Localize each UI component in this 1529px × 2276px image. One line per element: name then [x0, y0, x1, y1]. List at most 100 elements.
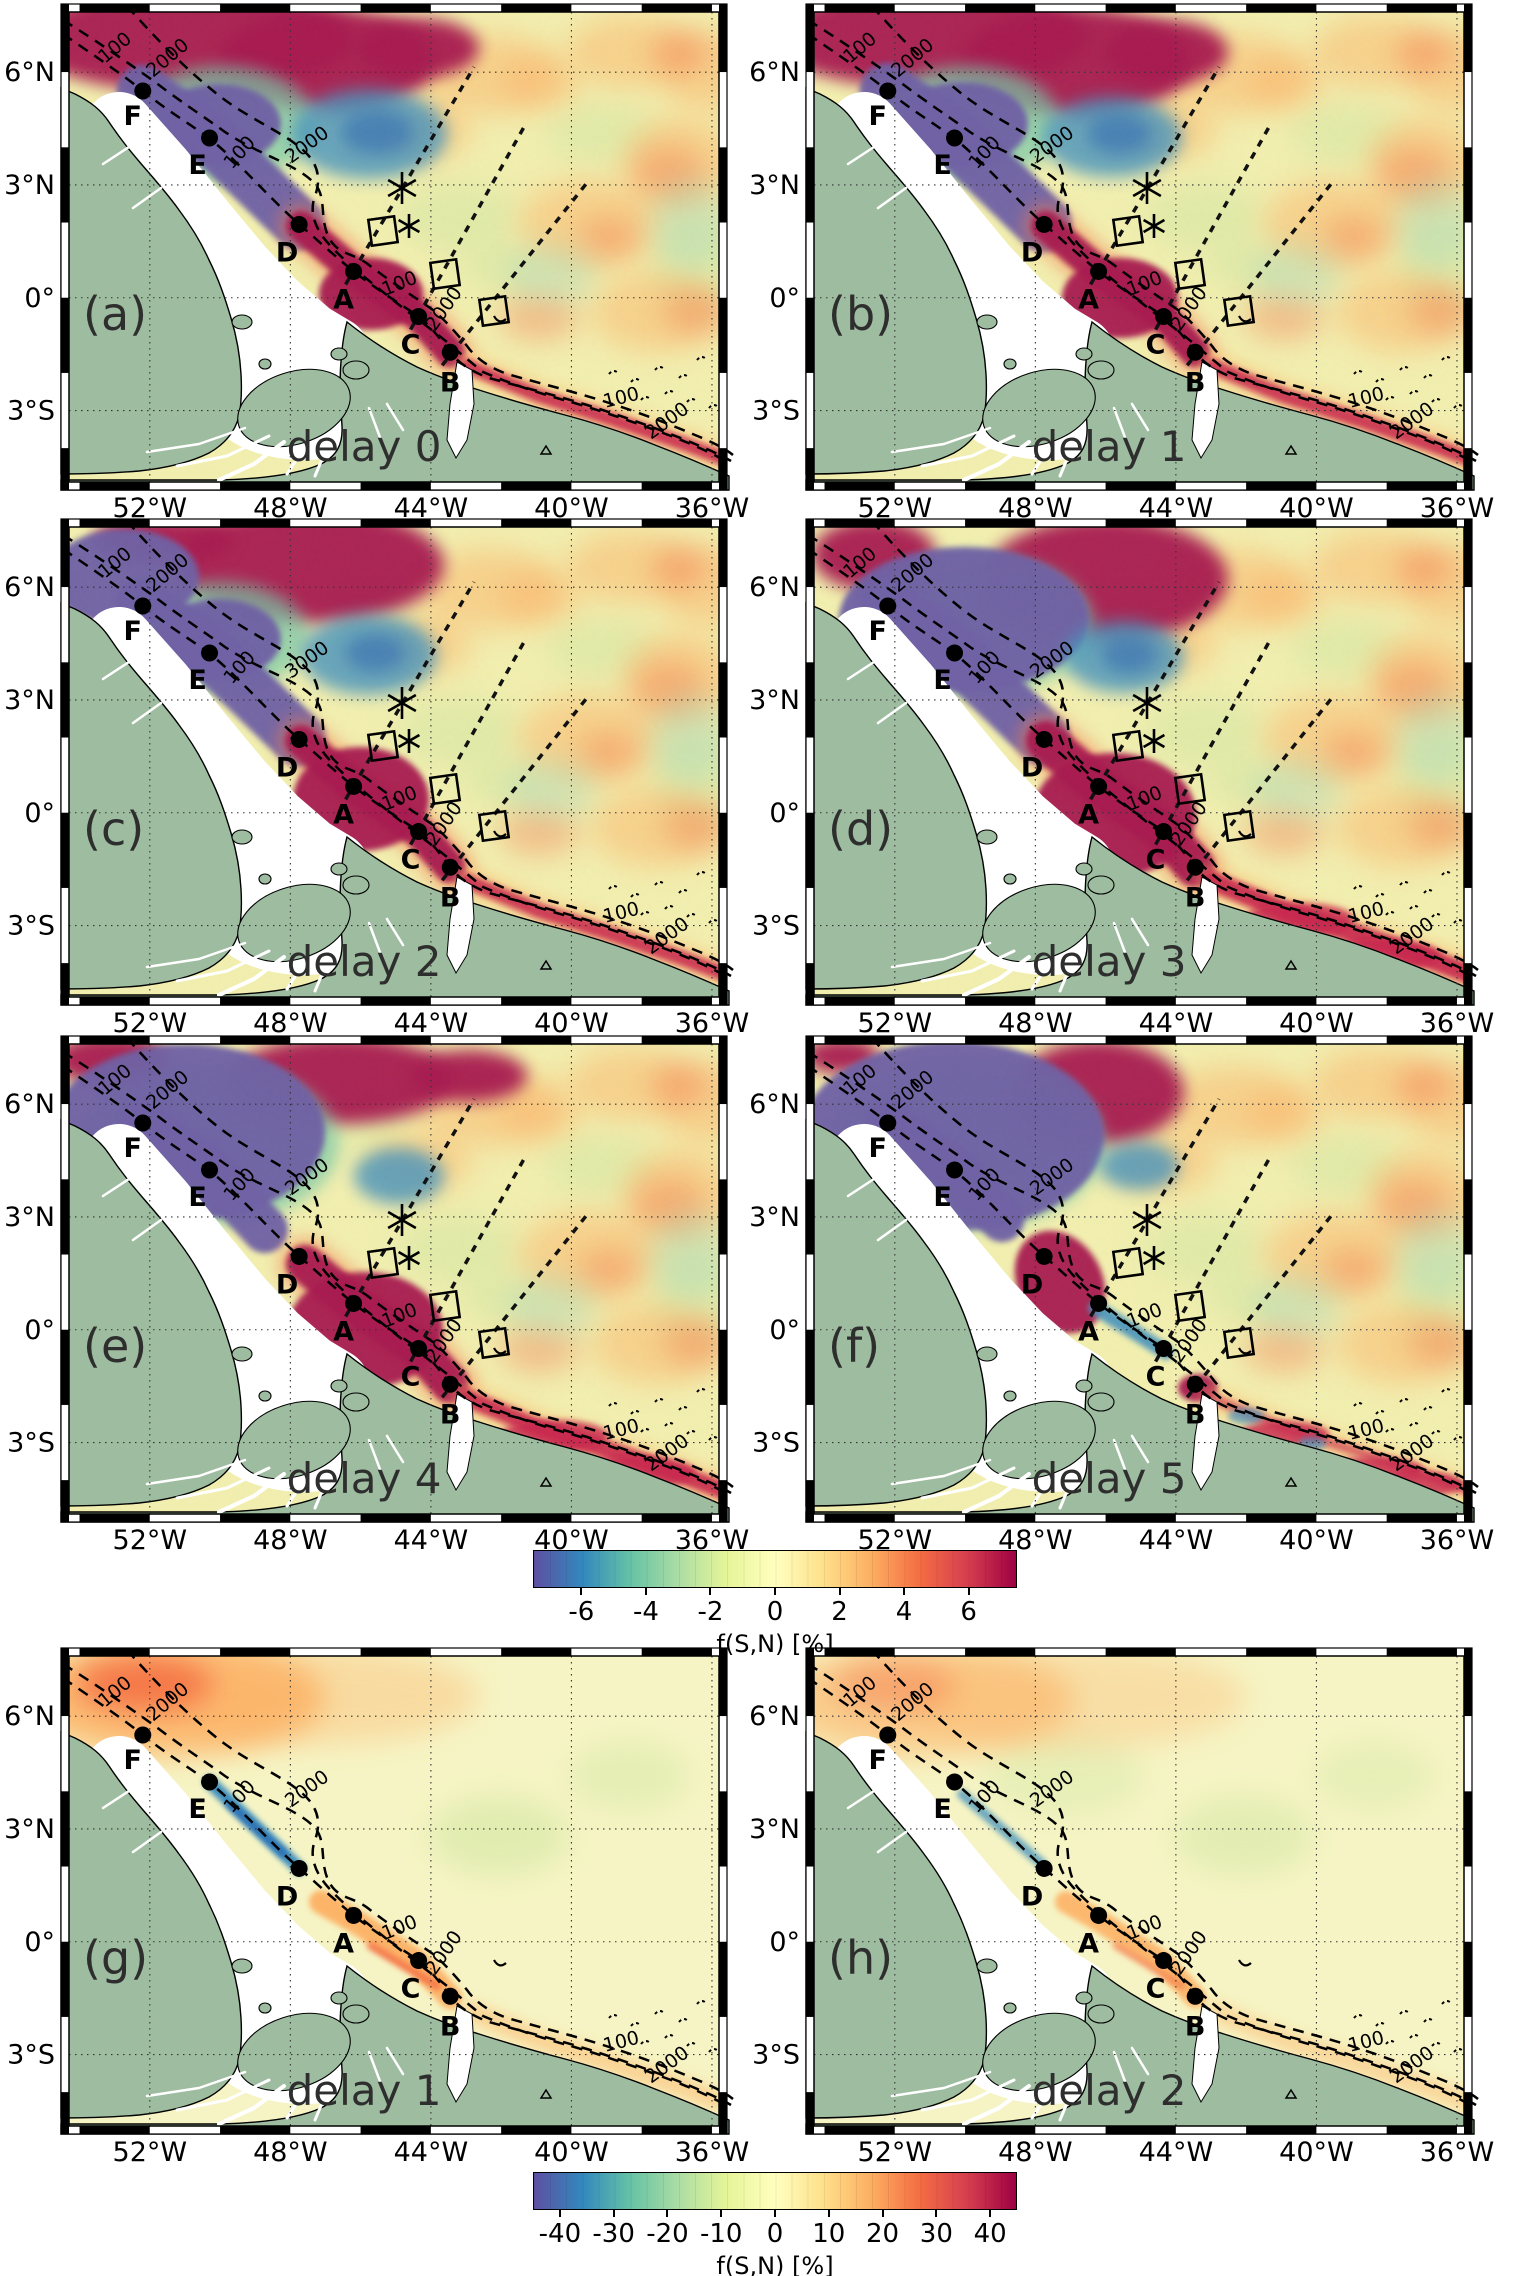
transect-square-marker: [428, 257, 462, 291]
frame-segment: [360, 4, 431, 12]
river-channel: [285, 2090, 306, 2120]
frame-segment: [711, 1514, 719, 1522]
station-dot-A: [345, 777, 363, 795]
island-mark: [1238, 1347, 1252, 1355]
isobath-3000: [126, 520, 732, 981]
asterisk-marker: [1142, 214, 1166, 238]
frame-segment: [61, 1791, 69, 1867]
frame-segment: [719, 1179, 727, 1255]
isobath-2000: [807, 533, 1479, 971]
frame-segment: [1035, 2126, 1106, 2134]
station-label-C: C: [1146, 1362, 1166, 1393]
frame-segment: [1035, 1514, 1106, 1522]
station-dot-F: [134, 597, 152, 615]
warm-haze: [159, 1656, 479, 1744]
station-label-D: D: [1021, 1269, 1043, 1300]
station-label-C: C: [1146, 330, 1166, 361]
island-mark: [1409, 905, 1421, 910]
green-patch: [569, 1741, 689, 1811]
island-mark: [664, 905, 676, 910]
river-channel: [1058, 2094, 1072, 2122]
estuary-island: [976, 314, 998, 330]
estuary-mask: [84, 1736, 369, 2031]
estuary-island: [237, 883, 351, 963]
isobath-3000: [871, 1037, 1477, 1498]
lon-tick-label: 52°W: [858, 1008, 933, 1039]
frame-segment: [824, 1648, 895, 1656]
frame-segment: [641, 1648, 712, 1656]
frame-segment: [220, 1036, 291, 1044]
river-channel: [876, 186, 908, 210]
frame-segment: [806, 372, 814, 449]
estuary-island: [258, 358, 272, 370]
station-label-B: B: [440, 2011, 461, 2042]
frame-segment: [1464, 1104, 1472, 1180]
frame-segment: [814, 997, 825, 1005]
lat-tick-label: 3°N: [4, 170, 55, 201]
map-frame: [60, 1035, 728, 1523]
island-mark: [654, 2010, 666, 2015]
transect-line: [1089, 581, 1221, 801]
lat-tick-label: 0°: [769, 1927, 800, 1958]
station-dot-B: [441, 1987, 459, 2005]
transect-line: [344, 581, 476, 801]
lon-tick-label: 36°W: [1420, 2137, 1495, 2168]
river-channel: [313, 2094, 327, 2122]
frame-segment: [1035, 997, 1106, 1005]
asterisk-marker: [1142, 1246, 1166, 1270]
frame-segment: [1316, 1514, 1387, 1522]
bay-inlet: [1191, 2005, 1220, 2104]
colorbar-tick-label: -30: [592, 2219, 635, 2249]
frame-segment: [1464, 2092, 1472, 2126]
frame-segment: [220, 4, 291, 12]
lon-tick-label: 36°W: [675, 1008, 750, 1039]
panel-letter: (c): [83, 802, 144, 856]
colorbar-title: f(S,N) [%]: [716, 2252, 834, 2276]
station-dot-C: [1155, 1340, 1173, 1358]
frame-segment: [719, 812, 727, 888]
station-label-C: C: [401, 1974, 421, 2005]
river-channel: [285, 961, 306, 991]
river-channel: [846, 1789, 876, 1810]
delay-label: delay 3: [1032, 937, 1187, 986]
map-frame: [68, 11, 720, 483]
transect-line: [1089, 66, 1221, 286]
frame-segment: [61, 812, 69, 888]
bay-inlet: [446, 2005, 475, 2104]
frame-segment: [1035, 1648, 1106, 1656]
transect-line: [409, 1158, 526, 1363]
coastal-plume: [1055, 1891, 1206, 2008]
station-dot-B: [441, 1375, 459, 1393]
island-mark: [1441, 871, 1453, 876]
island-mark: [664, 390, 676, 395]
colorbar-tick: [612, 2209, 615, 2217]
map-frame: [805, 518, 1473, 1006]
panel-letter: (h): [828, 1931, 893, 1985]
frame-segment: [719, 12, 727, 73]
frame-corner: [719, 482, 727, 490]
river-channel: [1030, 1478, 1051, 1508]
station-dot-C: [1155, 1952, 1173, 1970]
lat-tick-label: 3°S: [7, 2040, 55, 2071]
bay-inlet: [1191, 1393, 1220, 1492]
transect-line: [1154, 641, 1271, 846]
frame-segment: [61, 1716, 69, 1792]
station-label-B: B: [440, 1399, 461, 1430]
colorbar-tick-label: -6: [568, 1597, 595, 1627]
frame-corner: [61, 2126, 69, 2134]
lon-tick-label: 48°W: [998, 1008, 1073, 1039]
colorbar-tick: [558, 2209, 561, 2217]
isobath-2000: [62, 533, 734, 971]
station-label-B: B: [1185, 367, 1206, 398]
frame-segment: [719, 527, 727, 588]
station-label-B: B: [1185, 882, 1206, 913]
asterisk-marker: [387, 172, 417, 204]
station-label-D: D: [1021, 237, 1043, 268]
station-dot-E: [946, 644, 964, 662]
transect-line: [440, 1214, 588, 1399]
frame-segment: [149, 519, 221, 527]
station-label-F: F: [124, 1745, 142, 1776]
river-channel: [385, 402, 405, 432]
lon-tick-label: 52°W: [858, 2137, 933, 2168]
